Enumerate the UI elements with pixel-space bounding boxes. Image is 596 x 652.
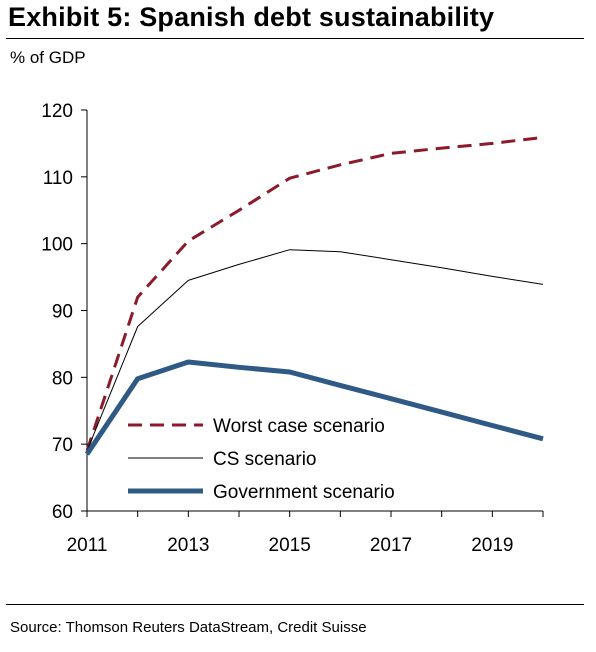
legend-label-3: Government scenario <box>213 482 395 503</box>
series-line-3 <box>84 359 544 456</box>
x-tick-label: 2013 <box>167 535 209 556</box>
y-unit-label: % of GDP <box>10 48 86 67</box>
series-layer <box>84 135 544 456</box>
series-line-1 <box>85 135 544 452</box>
source-note: Source: Thomson Reuters DataStream, Cred… <box>10 619 367 636</box>
y-tick-label: 90 <box>52 302 73 323</box>
y-tick-label: 110 <box>43 168 73 189</box>
chart-title: Exhibit 5: Spanish debt sustainability <box>8 2 495 32</box>
x-tick-label: 2015 <box>269 535 311 556</box>
x-tick-label: 2019 <box>471 535 513 556</box>
y-tick-label: 60 <box>52 502 73 523</box>
legend-label-1: Worst case scenario <box>213 416 385 437</box>
legend: Worst case scenario CS scenario Government… <box>128 416 395 503</box>
chart-axes: 60 70 80 90 100 110 120 2011 2013 2015 2017 2019 <box>41 101 544 556</box>
x-tick-label: 2011 <box>67 535 108 556</box>
y-tick-label: 80 <box>52 368 73 389</box>
source-divider <box>6 604 584 605</box>
legend-label-2: CS scenario <box>213 449 317 470</box>
x-tick-label: 2017 <box>370 535 412 556</box>
y-tick-label: 120 <box>41 101 73 122</box>
title-divider <box>6 38 584 39</box>
y-tick-label: 100 <box>41 235 73 256</box>
series-line-2 <box>86 249 544 452</box>
y-tick-label: 70 <box>52 435 73 456</box>
